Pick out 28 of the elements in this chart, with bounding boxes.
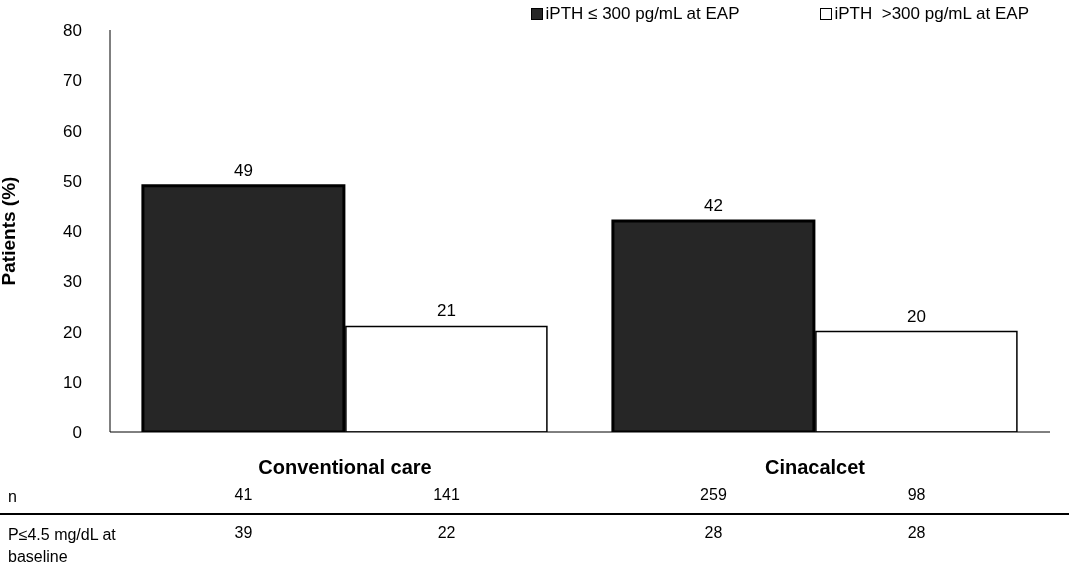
x-tick-label: Cinacalcet: [764, 456, 866, 479]
legend-label: iPTH >300 pg/mL at EAP: [834, 4, 1029, 24]
text: 39: [233, 524, 254, 542]
y-tick-label: 80: [63, 21, 82, 41]
data-label: 20: [906, 306, 926, 326]
text: n: [8, 487, 18, 507]
text: P≤4.5 mg/dL at baseline: [8, 525, 117, 567]
y-tick-label: 10: [63, 372, 82, 392]
data-label: 49: [233, 160, 253, 180]
text: 259: [699, 486, 728, 504]
text: 28: [906, 524, 927, 542]
y-tick-label: 30: [63, 272, 82, 292]
data-label: 21: [436, 301, 456, 321]
text: 28: [703, 524, 724, 542]
y-axis-title: Patients (%): [0, 176, 19, 286]
y-tick-label: 40: [63, 222, 82, 242]
y-tick-label: 20: [63, 322, 82, 342]
text: 98: [906, 486, 927, 504]
text: 141: [432, 486, 461, 504]
legend-label: iPTH ≤ 300 pg/mL at EAP: [545, 4, 740, 24]
text: 22: [436, 524, 457, 542]
y-tick-label: 70: [63, 71, 82, 91]
data-label: 42: [703, 195, 723, 215]
y-tick-label: 60: [63, 121, 82, 141]
x-tick-label: Conventional care: [258, 456, 432, 479]
y-tick-label: 0: [72, 423, 82, 443]
y-tick-label: 50: [63, 171, 82, 191]
text: 41: [233, 486, 254, 504]
